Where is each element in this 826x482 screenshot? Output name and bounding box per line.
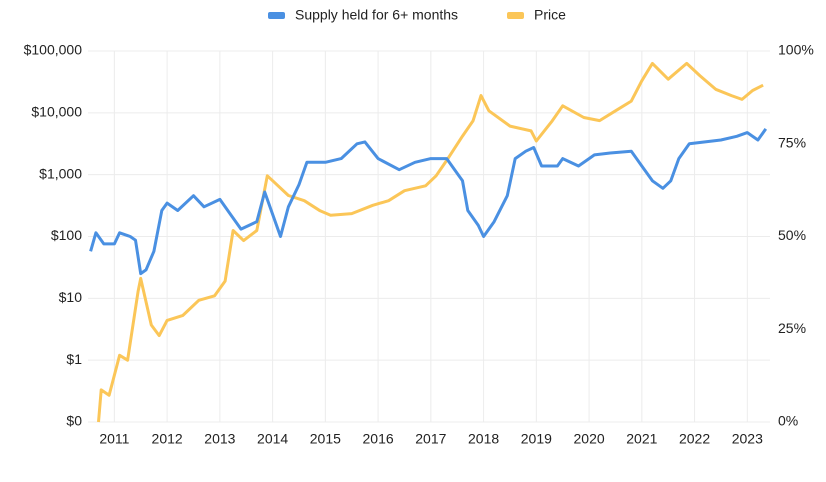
x-tick-label: 2022 bbox=[679, 431, 710, 447]
x-tick-label: 2014 bbox=[257, 431, 288, 447]
y2-tick-label: 50% bbox=[778, 227, 806, 243]
x-tick-label: 2019 bbox=[521, 431, 552, 447]
x-tick-label: 2018 bbox=[468, 431, 499, 447]
x-tick-label: 2016 bbox=[363, 431, 394, 447]
legend-swatch bbox=[268, 12, 285, 19]
x-tick-label: 2021 bbox=[626, 431, 657, 447]
y-tick-label: $100,000 bbox=[24, 42, 83, 58]
y2-tick-label: 100% bbox=[778, 42, 814, 58]
x-tick-label: 2023 bbox=[732, 431, 763, 447]
y-tick-label: $0 bbox=[66, 413, 82, 429]
x-tick-label: 2012 bbox=[152, 431, 183, 447]
series-line bbox=[89, 128, 768, 276]
legend-label: Supply held for 6+ months bbox=[295, 7, 458, 23]
y2-tick-label: 75% bbox=[778, 134, 806, 150]
y2-tick-label: 25% bbox=[778, 320, 806, 336]
y-tick-label: $10,000 bbox=[31, 104, 82, 120]
x-tick-label: 2013 bbox=[204, 431, 235, 447]
legend-label: Price bbox=[534, 7, 566, 23]
y-tick-label: $10 bbox=[59, 289, 83, 305]
x-tick-label: 2020 bbox=[574, 431, 605, 447]
y-tick-label: $100 bbox=[51, 227, 82, 243]
series-line bbox=[97, 61, 764, 423]
x-tick-label: 2015 bbox=[310, 431, 341, 447]
x-tick-label: 2011 bbox=[99, 431, 129, 447]
y-tick-label: $1 bbox=[66, 351, 82, 367]
y2-tick-label: 0% bbox=[778, 413, 798, 429]
legend-swatch bbox=[507, 12, 524, 19]
y-tick-label: $1,000 bbox=[39, 165, 82, 181]
x-tick-label: 2017 bbox=[415, 431, 446, 447]
